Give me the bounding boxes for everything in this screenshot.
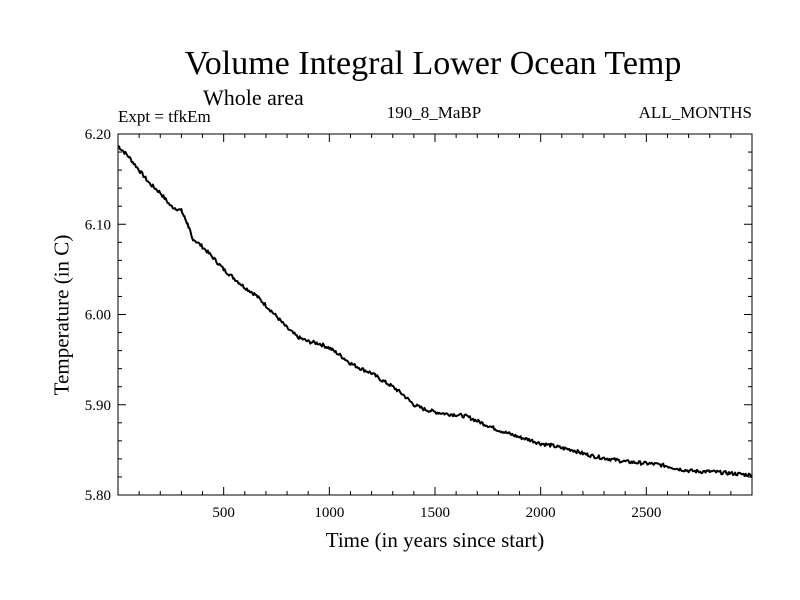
y-tick-label: 6.00 [85, 308, 111, 324]
y-tick-label: 6.20 [85, 127, 111, 143]
chart-subtitle: Whole area [203, 85, 304, 110]
y-tick-label: 5.90 [85, 398, 111, 414]
x-tick-label: 2500 [631, 505, 661, 521]
temperature-line [117, 144, 753, 478]
run-label: 190_8_MaBP [386, 103, 482, 122]
plot-frame [117, 133, 753, 496]
x-tick-label: 2000 [526, 505, 556, 521]
chart-title: Volume Integral Lower Ocean Temp [184, 45, 682, 82]
y-tick-label: 5.80 [85, 488, 111, 504]
axis-ticks [118, 133, 752, 496]
x-tick-label: 1500 [420, 505, 450, 521]
x-axis-label: Time (in years since start) [325, 528, 545, 552]
x-tick-label: 1000 [314, 505, 344, 521]
x-tick-label: 500 [212, 505, 235, 521]
experiment-label: Expt = tfkEm [118, 107, 211, 126]
y-axis-label: Temperature (in C) [49, 234, 74, 396]
axis-tick-labels: 500 1000 1500 2000 2500 5.80 5.90 6.00 6.10 6.20 [85, 127, 662, 521]
y-tick-label: 6.10 [85, 217, 111, 233]
period-label: ALL_MONTHS [638, 103, 752, 122]
